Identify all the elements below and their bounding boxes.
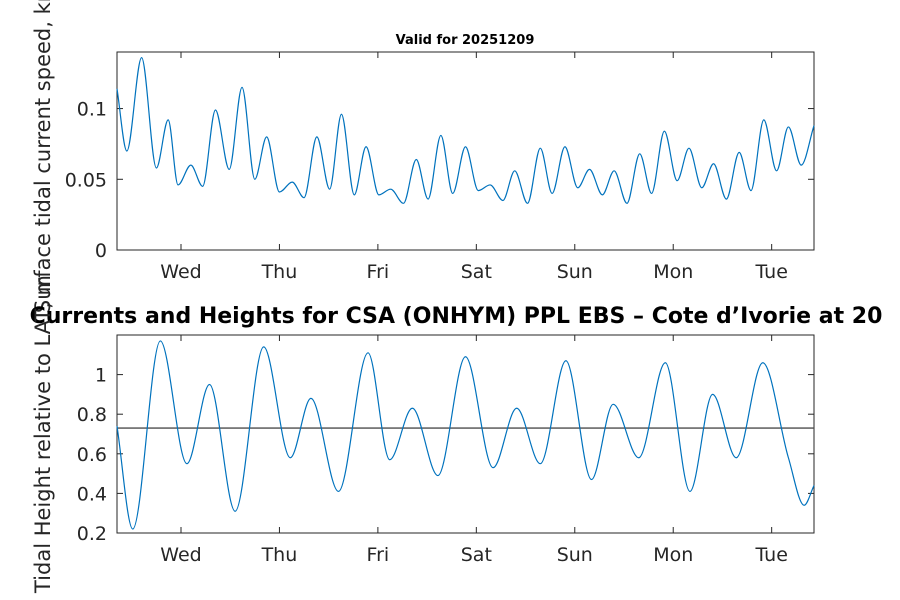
tidal-height-panel: Currents and Heights for CSA (ONHYM) PPL…	[30, 275, 883, 594]
current-speed-ylabel: Surface tidal current speed, kn	[31, 0, 55, 313]
height-xtick-label: Mon	[653, 544, 693, 566]
height-xtick-label: Thu	[261, 544, 298, 566]
speed-xtick-label: Mon	[653, 261, 693, 283]
height-ytick-label: 0.8	[77, 404, 107, 426]
tidal-height-axes	[116, 334, 815, 534]
speed-xtick-label: Wed	[160, 261, 201, 283]
height-xtick-label: Tue	[754, 544, 787, 566]
height-xtick-label: Wed	[160, 544, 201, 566]
current-speed-title: Valid for 20251209	[396, 33, 535, 48]
tidal-height-line	[116, 340, 815, 530]
height-xtick-label: Sat	[461, 544, 492, 566]
speed-xtick-label: Thu	[261, 261, 298, 283]
speed-xtick-label: Fri	[367, 261, 390, 283]
height-xtick-label: Fri	[367, 544, 390, 566]
speed-xtick-label: Tue	[754, 261, 787, 283]
speed-xtick-label: Sun	[557, 261, 593, 283]
height-ytick-label: 0.6	[77, 444, 107, 466]
current-speed-panel: Valid for 20251209 Surface tidal current…	[31, 0, 815, 313]
speed-ytick-label: 0.1	[77, 99, 107, 121]
height-ytick-label: 1	[95, 365, 107, 387]
current-speed-axes	[116, 51, 815, 251]
tidal-height-ylabel: Tidal Height relative to LAT, m	[31, 275, 55, 594]
speed-xtick-label: Sat	[461, 261, 492, 283]
height-ytick-label: 0.4	[77, 483, 107, 505]
current-speed-line	[116, 57, 815, 204]
height-ytick-label: 0.2	[77, 523, 107, 545]
height-xtick-label: Sun	[557, 544, 593, 566]
tidal-height-title: Currents and Heights for CSA (ONHYM) PPL…	[30, 304, 883, 329]
speed-ytick-label: 0.05	[65, 169, 107, 191]
speed-ytick-label: 0	[95, 240, 107, 262]
